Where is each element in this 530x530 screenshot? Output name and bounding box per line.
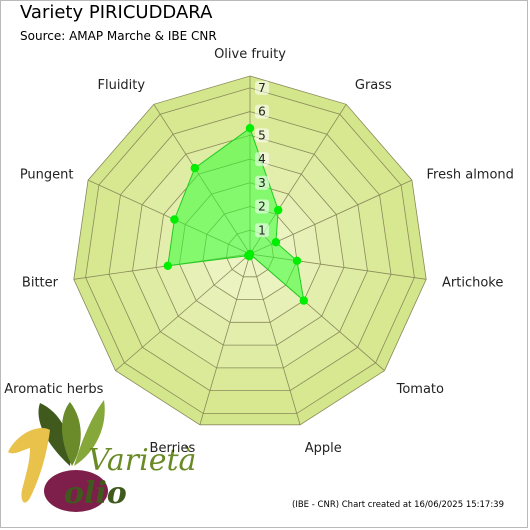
tick-label: 4 [258,152,266,166]
radar-spoke [199,253,251,425]
radar-spoke [115,253,251,371]
chart-footer: (IBE - CNR) Chart created at 16/06/2025 … [292,500,504,510]
tick-label: 2 [258,200,266,214]
tick-label: 6 [258,105,266,119]
data-point-aromatic-herbs [244,251,253,260]
variety-olio-logo: 1 Varietà olio [8,400,196,512]
tick-label: 3 [258,176,266,190]
data-point-fresh-almond [271,238,281,247]
axis-label-pungent: Pungent [20,167,74,182]
data-point-grass [274,205,283,215]
logo-word-olio: olio [64,476,127,511]
axis-label-aromatic-herbs: Aromatic herbs [4,382,103,397]
tick-label-bg [255,128,269,143]
radar-series [163,124,308,305]
tick-label-bg [255,80,269,95]
axis-label-grass: Grass [355,78,392,93]
tick-label-bg [255,104,269,119]
data-point-pungent [170,215,179,224]
axis-label-bitter: Bitter [22,276,59,291]
logo-olive [44,470,108,512]
axis-label-apple: Apple [305,441,342,456]
radar-spoke [249,253,301,425]
tick-label-bg [255,152,269,167]
logo-leaf-right [74,400,105,466]
tick-label: 1 [258,223,266,237]
logo-numeral-shape [8,428,50,503]
chart-title: Variety PIRICUDDARA [20,2,213,23]
tick-label: 7 [258,81,266,95]
axis-label-fresh-almond: Fresh almond [427,167,514,182]
tick-label-bg [255,199,269,214]
axis-label-fluidity: Fluidity [97,78,145,93]
axis-label-berries: Berries [150,441,196,456]
axis-label-olive-fruity: Olive fruity [214,47,286,62]
radar-tick-labels: 1 2 3 4 5 6 7 [255,80,269,238]
data-point-bitter [163,261,172,270]
data-point-artichoke [292,256,302,265]
data-point-fluidity [190,163,199,173]
data-point-olive-fruity [245,124,255,133]
tick-label-bg [255,223,269,238]
logo-leaf-dark [38,403,71,466]
axis-label-tomato: Tomato [396,382,444,397]
data-point-tomato [299,296,308,305]
logo-leaf-left [62,402,81,466]
chart-subtitle: Source: AMAP Marche & IBE CNR [20,29,217,43]
tick-label-bg [255,175,269,190]
tick-label: 5 [258,128,266,142]
radar-axis-labels: Olive fruity Grass Fresh almond Artichoke To… [4,47,514,456]
axis-label-artichoke: Artichoke [442,276,503,291]
logo-word-varieta: Varietà [88,443,196,478]
